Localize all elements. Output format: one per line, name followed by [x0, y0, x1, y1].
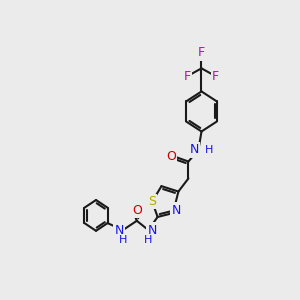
Text: F: F — [184, 70, 191, 83]
Text: F: F — [212, 70, 219, 83]
Text: F: F — [198, 46, 205, 59]
Text: N: N — [190, 143, 199, 157]
Text: H: H — [144, 235, 152, 245]
Text: N: N — [114, 224, 124, 236]
Text: N: N — [148, 224, 157, 236]
Text: O: O — [132, 204, 142, 217]
Text: O: O — [166, 150, 175, 164]
Text: N: N — [171, 203, 181, 217]
Text: H: H — [205, 145, 213, 155]
Text: H: H — [119, 235, 127, 245]
Text: S: S — [148, 195, 156, 208]
